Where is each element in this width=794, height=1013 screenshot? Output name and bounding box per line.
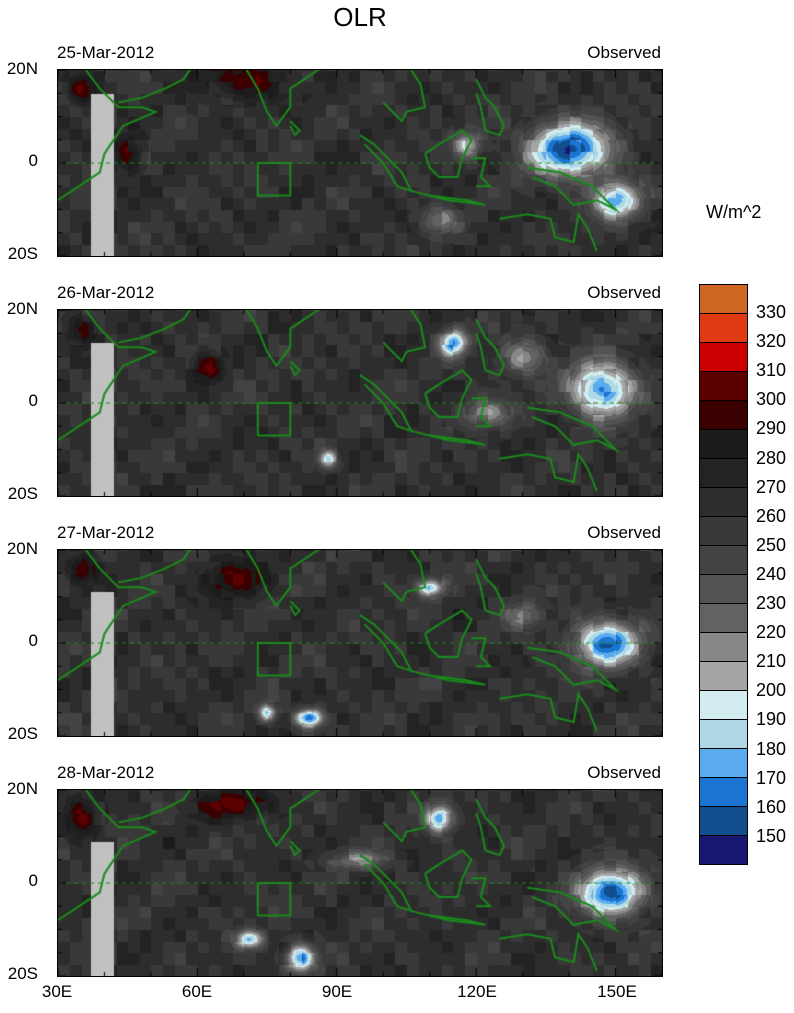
panel-date: 26-Mar-2012 [57, 283, 155, 302]
colorbar-label: 310 [756, 360, 787, 381]
olr-map-panel: 28-Mar-2012 Observed 20N 0 20S [7, 763, 663, 983]
x-tick-150e: 150E [597, 982, 637, 1001]
y-tick-20n: 20N [6, 779, 38, 798]
colorbar-swatch [700, 720, 747, 749]
colorbar-label: 210 [756, 651, 787, 672]
olr-field-canvas [57, 549, 663, 737]
olr-field-canvas [57, 69, 663, 257]
colorbar-label: 250 [756, 534, 787, 555]
colorbar-label: 240 [756, 563, 787, 584]
colorbar-swatch [700, 778, 747, 807]
panel-date: 28-Mar-2012 [57, 763, 155, 782]
colorbar-swatch [700, 401, 747, 430]
colorbar-swatch [700, 604, 747, 633]
colorbar-swatch [700, 546, 747, 575]
colorbar-label: 190 [756, 709, 787, 730]
colorbar-label: 230 [756, 593, 787, 613]
colorbar-swatch [700, 807, 747, 836]
olr-field-canvas [57, 789, 663, 977]
colorbar-label: 220 [756, 622, 787, 643]
colorbar-swatch [700, 343, 747, 372]
colorbar [699, 284, 748, 865]
y-tick-20s: 20S [7, 484, 38, 503]
colorbar-label: 180 [756, 738, 787, 759]
olr-field-canvas [57, 309, 663, 497]
colorbar-swatch [700, 749, 747, 778]
colorbar-swatch [700, 314, 747, 343]
olr-map-panel: 27-Mar-2012 Observed 20N 0 20S [7, 523, 663, 743]
colorbar-swatch [700, 372, 747, 401]
panel-label: Observed [587, 763, 661, 782]
olr-map-panel: 25-Mar-2012 Observed 20N 0 20S [7, 43, 663, 263]
colorbar-label: 280 [756, 447, 787, 468]
colorbar-label: 200 [756, 680, 787, 701]
y-tick-20s: 20S [7, 244, 38, 263]
colorbar-swatch [700, 517, 747, 546]
x-tick-30e: 30E [41, 982, 73, 1001]
panel-date: 25-Mar-2012 [57, 43, 155, 62]
y-tick-20n: 20N [6, 59, 38, 78]
colorbar-swatch [700, 430, 747, 459]
x-tick-120e: 120E [457, 982, 497, 1001]
colorbar-swatch [700, 488, 747, 517]
colorbar-swatch [700, 285, 747, 314]
colorbar-label: 270 [756, 476, 787, 497]
y-tick-20n: 20N [6, 299, 38, 318]
y-tick-eq: 0 [28, 871, 38, 890]
y-tick-20n: 20N [6, 539, 38, 558]
x-tick-90e: 90E [321, 982, 353, 1001]
colorbar-units: W/m^2 [706, 202, 762, 222]
panel-label: Observed [587, 523, 661, 542]
colorbar-label: 290 [756, 418, 787, 439]
colorbar-label: 330 [756, 302, 787, 322]
colorbar-label: 150 [756, 825, 787, 846]
x-tick-60e: 60E [181, 982, 213, 1001]
colorbar-label: 260 [756, 505, 787, 526]
y-tick-20s: 20S [7, 964, 38, 983]
y-tick-20s: 20S [7, 724, 38, 743]
colorbar-label: 160 [756, 796, 787, 817]
y-tick-eq: 0 [28, 391, 38, 410]
colorbar-swatch [700, 459, 747, 488]
olr-map-panel: 26-Mar-2012 Observed 20N 0 20S [7, 283, 663, 503]
colorbar-swatch [700, 691, 747, 720]
colorbar-label: 300 [756, 389, 787, 410]
y-tick-eq: 0 [28, 631, 38, 650]
colorbar-swatch [700, 662, 747, 691]
panel-label: Observed [587, 283, 661, 302]
colorbar-label: 320 [756, 331, 787, 352]
y-tick-eq: 0 [28, 151, 38, 170]
colorbar-label: 170 [756, 767, 787, 788]
colorbar-swatch [700, 575, 747, 604]
panel-label: Observed [587, 43, 661, 62]
colorbar-swatch [700, 836, 747, 864]
panel-date: 27-Mar-2012 [57, 523, 155, 542]
figure-title: OLR [333, 2, 387, 32]
colorbar-swatch [700, 633, 747, 662]
